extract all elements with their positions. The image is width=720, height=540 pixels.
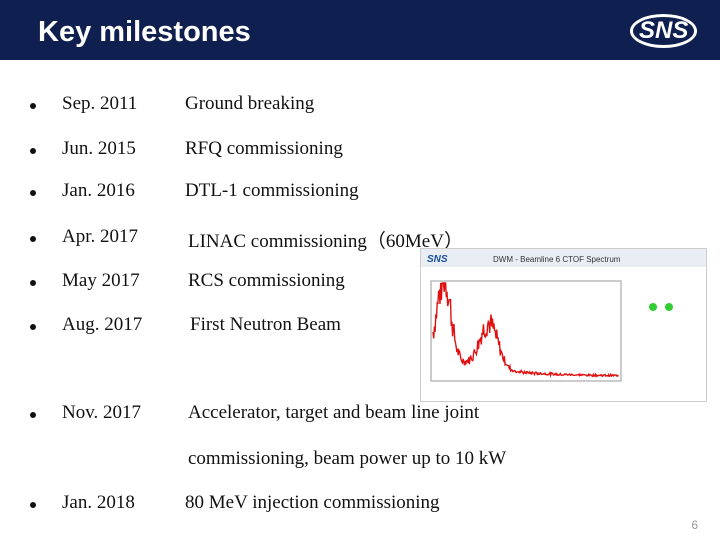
slide-title: Key milestones — [38, 16, 251, 48]
milestone-date: Apr. 2017 — [62, 226, 138, 247]
bullet — [30, 280, 36, 286]
logo: SNS — [630, 14, 698, 48]
bullet — [30, 148, 36, 154]
bullet — [30, 324, 36, 330]
spectrum-curve — [432, 282, 619, 379]
plot-frame — [430, 280, 622, 382]
title-bar — [421, 249, 706, 267]
milestone-date: May 2017 — [62, 270, 140, 291]
status-light — [649, 303, 657, 311]
milestone-event: commissioning, beam power up to 10 kW — [188, 448, 507, 469]
milestone-date: Aug. 2017 — [62, 314, 143, 335]
bullet — [30, 412, 36, 418]
milestone-date: Jan. 2016 — [62, 180, 135, 201]
milestone-event: RFQ commissioning — [185, 138, 343, 159]
screenshot-logo: SNS — [427, 254, 448, 265]
milestone-date: Sep. 2011 — [62, 93, 138, 114]
status-light — [665, 303, 673, 311]
bullet — [30, 190, 36, 196]
milestone-date: Jan. 2018 — [62, 492, 135, 513]
milestone-event: Ground breaking — [185, 93, 315, 114]
milestone-event: DTL-1 commissioning — [185, 180, 359, 201]
bullet — [30, 236, 36, 242]
milestone-event: Accelerator, target and beam line joint — [188, 402, 480, 423]
bullet — [30, 502, 36, 508]
milestone-event: 80 MeV injection commissioning — [185, 492, 440, 513]
milestone-event: LINAC commissioning（60MeV） — [188, 231, 463, 252]
milestone-date: Nov. 2017 — [62, 402, 141, 423]
header-bar: Key milestones SNS — [0, 0, 720, 60]
page-number: 6 — [691, 518, 698, 532]
milestone-event: First Neutron Beam — [190, 314, 341, 335]
screenshot-title: DWM - Beamline 6 CTOF Spectrum — [493, 255, 621, 264]
milestone-date: Jun. 2015 — [62, 138, 136, 159]
screenshot: SNS DWM - Beamline 6 CTOF Spectrum — [420, 248, 707, 402]
screenshot-graphic: SNS DWM - Beamline 6 CTOF Spectrum — [421, 249, 706, 382]
bullet — [30, 103, 36, 109]
milestone-event: RCS commissioning — [188, 270, 345, 291]
